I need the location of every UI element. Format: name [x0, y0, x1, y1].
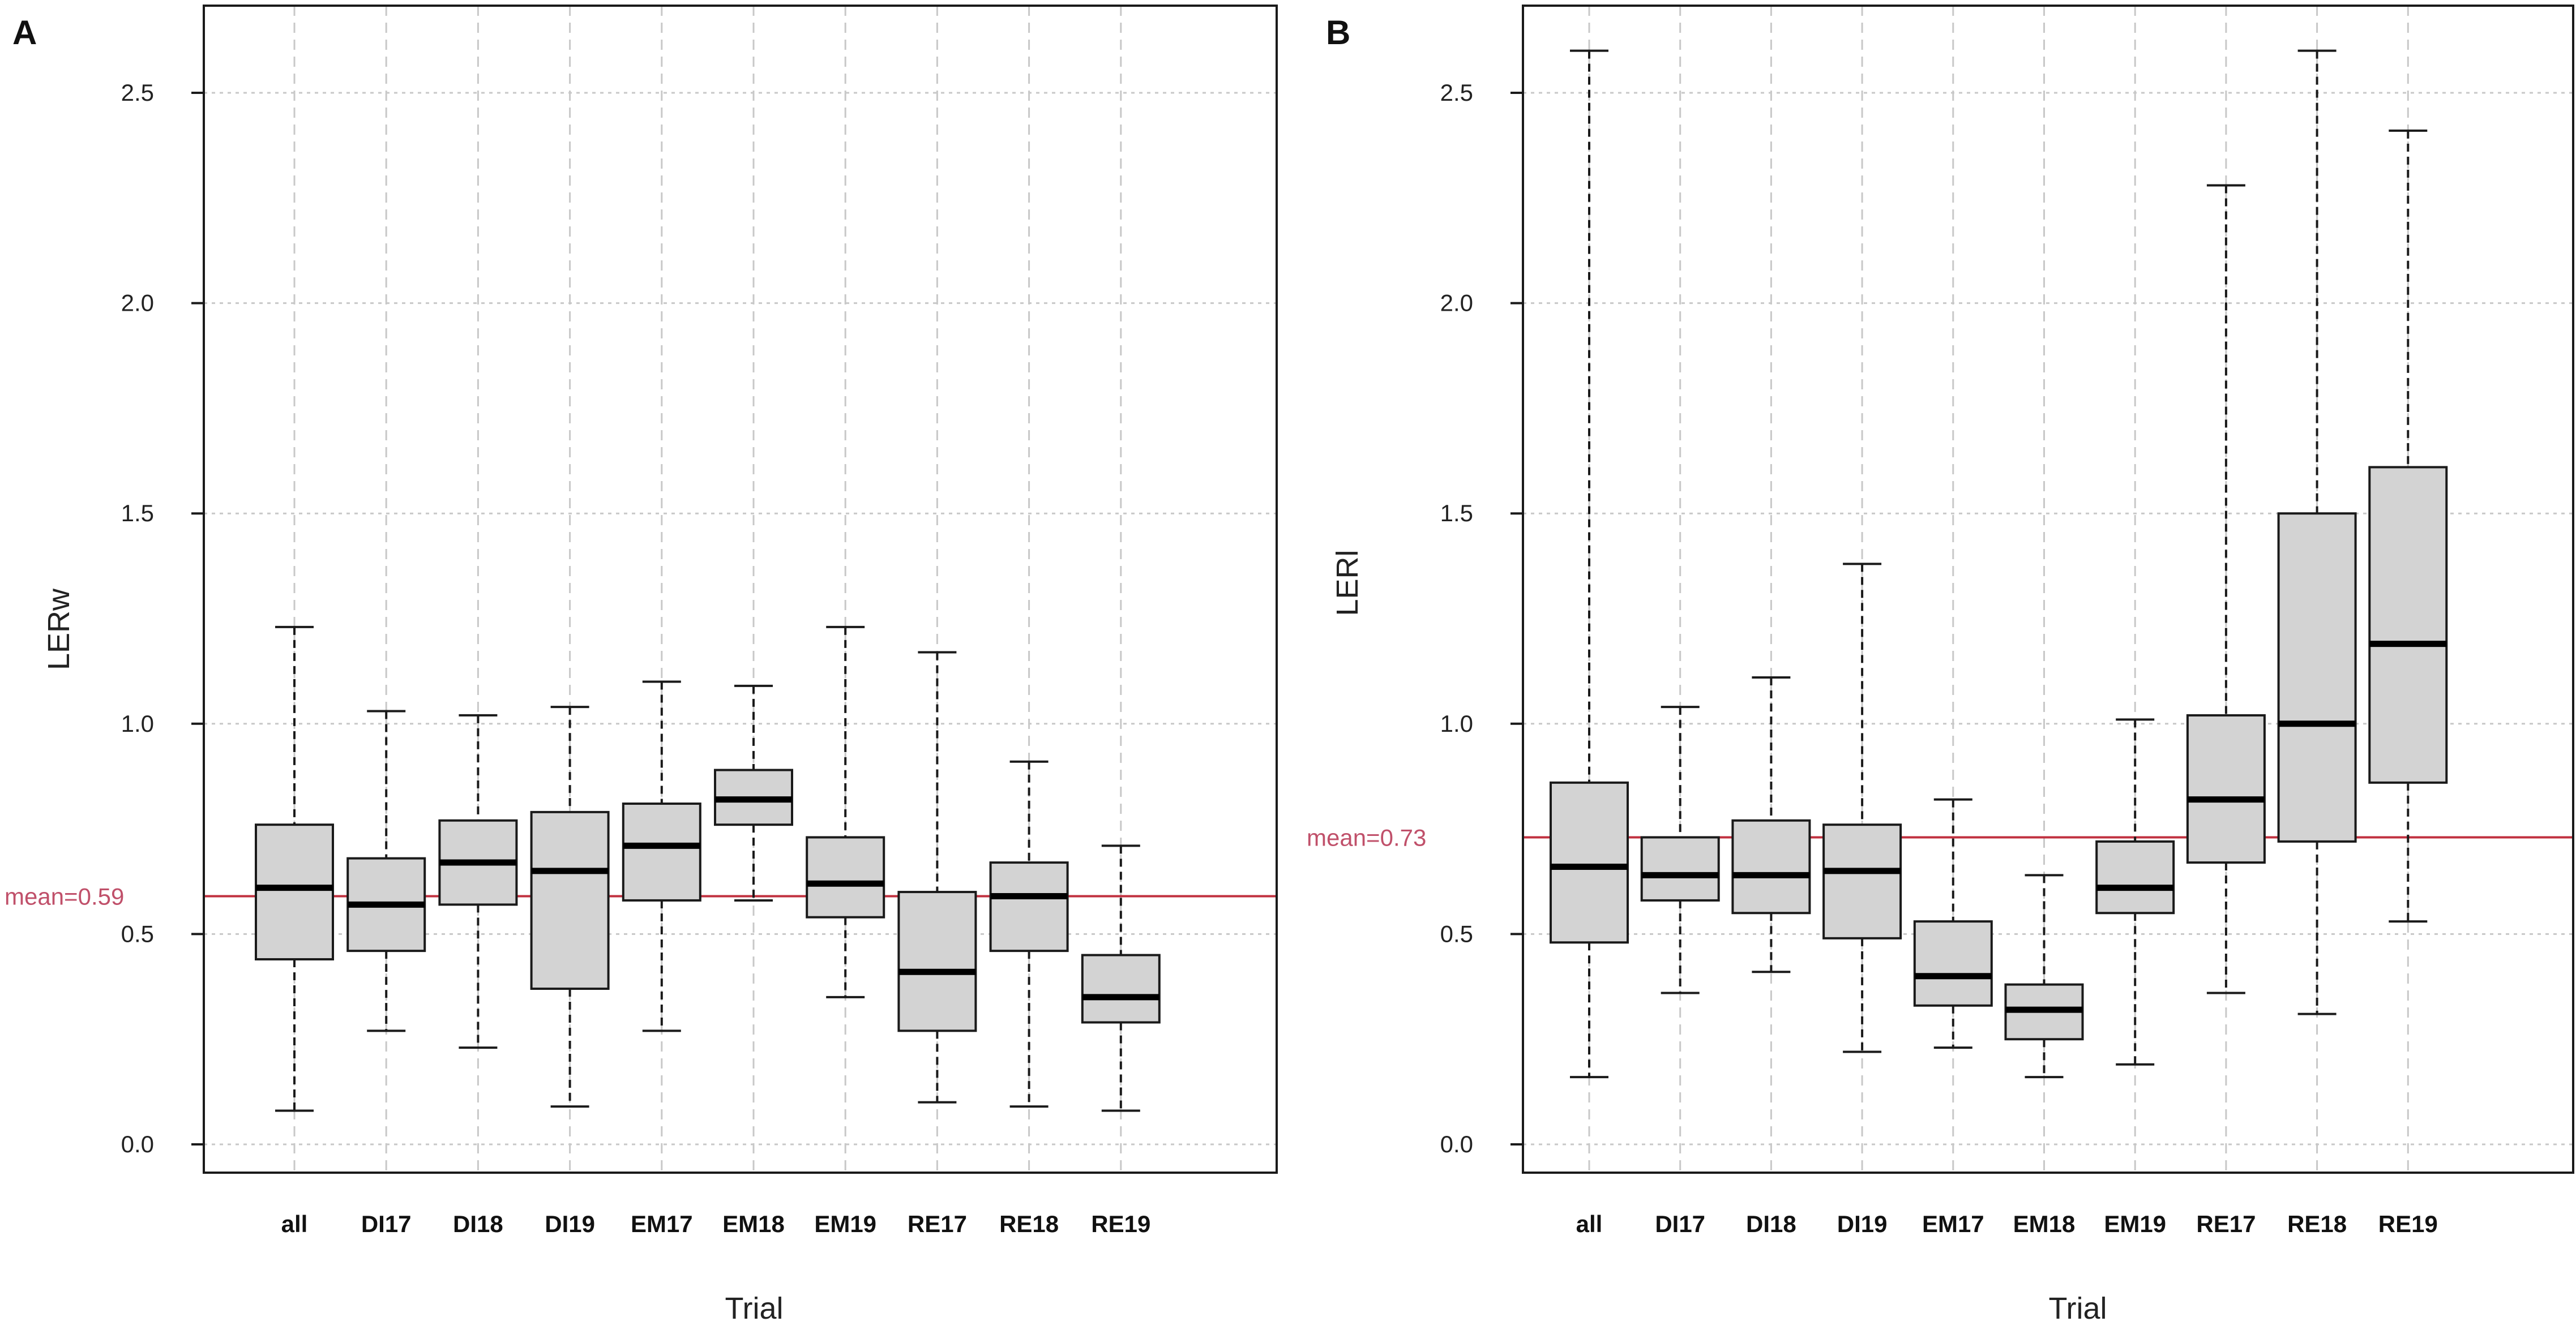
panel-a-box-all [255, 625, 334, 1112]
panel-a-x-tick-label: DI18 [453, 1211, 503, 1237]
panel-a-y-tick-label: 1.0 [121, 710, 154, 737]
iqr-box [989, 861, 1069, 953]
panel-b-y-axis-title: LERl [1330, 550, 1364, 616]
panel-a-x-tick-label: all [281, 1211, 308, 1237]
panel-a-x-tick-label: RE18 [999, 1211, 1059, 1237]
panel-b-box-EM18 [2004, 874, 2084, 1079]
panel-a-y-axis-title: LERw [42, 588, 76, 670]
panel-b-y-tick-label: 0.0 [1440, 1131, 1473, 1157]
panel-b-y-tick-label: 0.5 [1440, 920, 1473, 947]
iqr-box [2368, 466, 2448, 784]
panel-b-x-axis-title: Trial [2049, 1292, 2107, 1325]
panel-b-x-tick-label: EM17 [1922, 1211, 1984, 1237]
panel-b-y-tick-label: 2.0 [1440, 290, 1473, 316]
panel-a-box-EM17 [622, 680, 701, 1032]
panel-b-letter: B [1326, 14, 1350, 52]
iqr-box [2186, 714, 2266, 864]
panel-a-box-RE18 [989, 760, 1069, 1108]
panel-a-box-DI18 [438, 714, 518, 1049]
panel-a-box-RE19 [1081, 844, 1161, 1112]
panel-b-box-DI18 [1731, 676, 1811, 973]
panel-b-x-tick-label: EM19 [2104, 1211, 2166, 1237]
panel-a-y-tick-label: 0.0 [121, 1131, 154, 1157]
panel-b-x-tick-label: DI18 [1746, 1211, 1796, 1237]
panel-b-y-tick-label: 2.5 [1440, 79, 1473, 106]
panel-a-x-tick-label: RE19 [1091, 1211, 1150, 1237]
panel-b-box-RE18 [2277, 49, 2357, 1015]
panel-b-x-tick-label: RE19 [2378, 1211, 2438, 1237]
iqr-box [622, 803, 701, 902]
iqr-box [255, 823, 334, 960]
panel-a-plot-frame [203, 5, 1278, 1174]
panel-b-x-tick-label: DI17 [1655, 1211, 1705, 1237]
panel-b-y-tick-label: 1.5 [1440, 500, 1473, 526]
panel-b-box-all [1550, 49, 1629, 1079]
panel-a-y-tick-label: 2.5 [121, 79, 154, 106]
panel-b-x-tick-label: EM18 [2013, 1211, 2076, 1237]
panel-b-mean-label: mean=0.73 [1307, 824, 1426, 851]
panel-a-box-DI19 [530, 706, 610, 1108]
panel-a-letter: A [12, 14, 37, 52]
panel-b-box-RE17 [2186, 184, 2266, 994]
iqr-box [2095, 840, 2175, 915]
panel-b-x-tick-label: RE17 [2196, 1211, 2256, 1237]
panel-b-box-DI19 [1822, 563, 1902, 1053]
panel-b-box-RE19 [2368, 129, 2448, 923]
panel-a-x-tick-label: DI17 [361, 1211, 412, 1237]
panel-a-y-tick-label: 1.5 [121, 500, 154, 526]
panel-b-plot-frame [1522, 5, 2574, 1174]
panel-a-y-tick-label: 2.0 [121, 290, 154, 316]
panel-b: B mean=0.73 0.0 0.5 1.0 1.5 2.0 2.5 all DI17 DI1… [1307, 5, 2574, 1325]
panel-b-x-tick-label: all [1576, 1211, 1603, 1237]
panel-a-box-EM18 [714, 684, 793, 902]
panel-a-box-EM19 [806, 625, 885, 998]
panel-b-x-tick-label: RE18 [2287, 1211, 2347, 1237]
panel-a: A mean=0.59 0.0 0.5 1.0 1.5 2.0 2.5 all DI17 DI1… [5, 5, 1278, 1325]
panel-a-box-RE17 [897, 651, 977, 1104]
iqr-box [2277, 512, 2357, 843]
iqr-box [530, 810, 610, 990]
iqr-box [1550, 781, 1629, 944]
panel-b-y-tick-label: 1.0 [1440, 710, 1473, 737]
panel-b-x-tick-label: DI19 [1837, 1211, 1888, 1237]
panel-a-x-tick-label: DI19 [545, 1211, 595, 1237]
iqr-box [1822, 823, 1902, 939]
iqr-box [897, 891, 977, 1032]
iqr-box [1081, 954, 1161, 1024]
panel-b-box-EM17 [1913, 798, 1993, 1049]
iqr-box [1731, 819, 1811, 915]
iqr-box [1640, 836, 1720, 902]
panel-a-mean-label: mean=0.59 [5, 883, 124, 910]
panel-a-x-tick-label: EM19 [814, 1211, 876, 1237]
panel-a-x-tick-label: RE17 [908, 1211, 967, 1237]
panel-a-x-tick-label: EM17 [631, 1211, 693, 1237]
iqr-box [1913, 920, 1993, 1007]
panel-a-y-tick-label: 0.5 [121, 920, 154, 947]
iqr-box [806, 836, 885, 919]
panel-a-box-DI17 [346, 710, 426, 1032]
panel-b-box-EM19 [2095, 718, 2175, 1066]
panel-a-x-tick-label: EM18 [722, 1211, 785, 1237]
panel-b-box-DI17 [1640, 706, 1720, 994]
panel-a-x-axis-title: Trial [725, 1292, 784, 1325]
